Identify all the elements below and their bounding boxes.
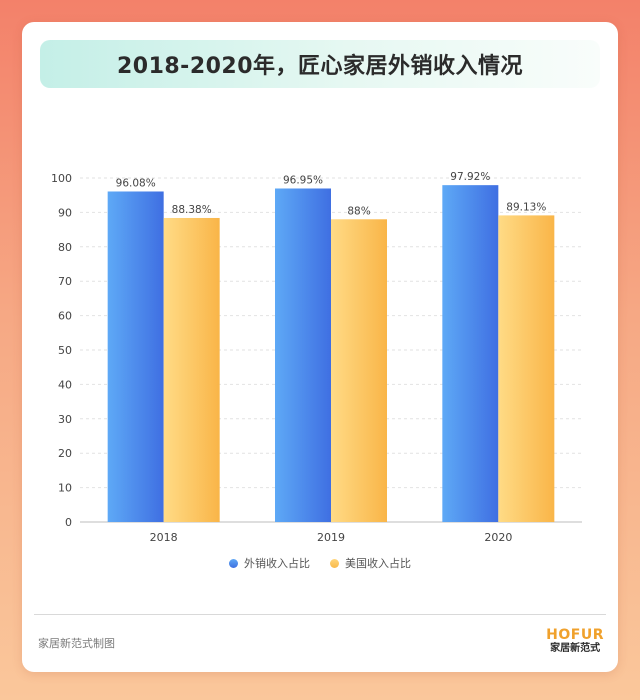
x-tick-label: 2018 [150, 531, 178, 544]
brand-name: 家居新范式 [550, 643, 601, 655]
y-tick-label: 50 [58, 344, 72, 357]
chart-card: 2018-2020年，匠心家居外销收入情况 0 10 20 30 40 50 60 70 80 9… [22, 22, 618, 672]
y-tick-label: 80 [58, 241, 72, 254]
x-tick-label: 2020 [484, 531, 512, 544]
source-credit: 家居新范式制图 [38, 637, 115, 650]
y-tick-label: 100 [51, 172, 72, 185]
y-tick-label: 10 [58, 482, 72, 495]
data-label-export-2018: 96.08% [116, 177, 156, 189]
y-tick-label: 70 [58, 275, 72, 288]
x-tick-label: 2019 [317, 531, 345, 544]
data-label-export-2019: 96.95% [283, 174, 323, 186]
brand-logo: HOFUR 家居新范式 [546, 627, 604, 655]
bar-us-2019 [331, 219, 387, 522]
y-tick-label: 90 [58, 206, 72, 219]
y-tick-label: 30 [58, 413, 72, 426]
y-tick-label: 60 [58, 310, 72, 323]
data-label-us-2018: 88.38% [172, 204, 212, 216]
bar-us-2018 [163, 217, 220, 523]
legend-swatch-export [229, 558, 238, 568]
footer-divider [34, 614, 606, 615]
legend-item-us: 美国收入占比 [330, 555, 411, 571]
bar-export-2019 [275, 188, 331, 522]
title-banner: 2018-2020年，匠心家居外销收入情况 [40, 40, 600, 88]
bar-us-2020 [498, 215, 555, 522]
legend-label-us: 美国收入占比 [345, 557, 411, 570]
legend-swatch-us [330, 558, 339, 568]
chart-title: 2018-2020年，匠心家居外销收入情况 [116, 54, 524, 79]
legend-label-export: 外销收入占比 [244, 557, 310, 570]
data-label-us-2019: 88% [347, 205, 370, 217]
brand-logo-text: HOFUR [546, 627, 604, 643]
y-tick-label: 20 [58, 447, 72, 460]
data-label-us-2020: 89.13% [506, 201, 546, 213]
bar-chart: 0 10 20 30 40 50 60 70 80 90 100 96.08% 88.38% 2018 9… [51, 171, 582, 544]
chart-legend: 外销收入占比 美国收入占比 [22, 555, 618, 571]
bar-export-2020 [442, 185, 499, 522]
legend-item-export: 外销收入占比 [229, 555, 310, 571]
bar-export-2018 [107, 191, 164, 522]
y-tick-label: 40 [58, 378, 72, 391]
data-label-export-2020: 97.92% [450, 171, 490, 183]
y-tick-label: 0 [65, 516, 72, 529]
